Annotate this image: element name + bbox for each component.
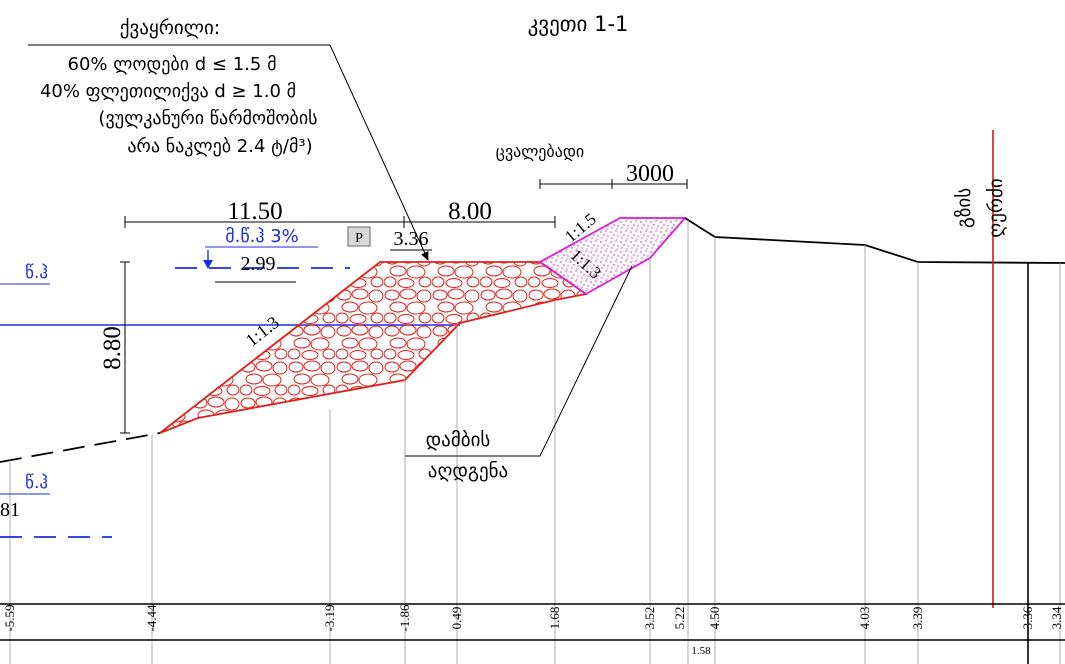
dim-height: 8.80 bbox=[99, 326, 126, 370]
fill-note-leader bbox=[329, 44, 429, 261]
dim-variable-width: 3000 bbox=[626, 161, 674, 187]
elevation-label: 1.68 bbox=[547, 607, 562, 630]
elevation-label: 0.49 bbox=[449, 607, 464, 630]
elevation-label: 3.36 bbox=[1020, 606, 1035, 629]
section-title: კვეთი 1-1 bbox=[528, 12, 629, 36]
elevation-label: 5.22 bbox=[672, 607, 687, 630]
dim-crest-left: 11.50 bbox=[227, 198, 282, 225]
restoration-label-2: აღდგენა bbox=[428, 460, 508, 482]
elevation-label: 3.52 bbox=[642, 607, 657, 630]
road-axis-label-2: ღერძი bbox=[985, 178, 1007, 237]
variable-dimension bbox=[539, 179, 688, 189]
elevation-label: 4.03 bbox=[857, 607, 872, 630]
fill-note-line3: (ვულკანური წარმოშობის bbox=[98, 108, 317, 129]
fill-note-line1: 60% ლოდები d ≤ 1.5 მ bbox=[68, 54, 277, 75]
crest-marker: P bbox=[355, 231, 363, 246]
crest-marker-box bbox=[347, 226, 371, 247]
fill-note-line4: არა ნაკლებ 2.4 ტ/მ³) bbox=[127, 136, 312, 157]
fill-note-line2: 40% ფლეთილიქვა d ≥ 1.0 მ bbox=[40, 81, 296, 102]
height-dimension bbox=[120, 261, 130, 434]
elevation-label: -1.86 bbox=[397, 604, 412, 632]
elevation-label: -3.19 bbox=[322, 604, 337, 631]
dim-crest-right: 8.00 bbox=[448, 198, 492, 225]
variable-label: ცვალებადი bbox=[496, 142, 584, 161]
left-lower-value: 81 bbox=[0, 499, 20, 521]
bottom-small-value: 1.58 bbox=[691, 645, 711, 657]
elevation-label: -4.44 bbox=[144, 604, 159, 632]
water-level-label: მ.წ.ჰ 3% bbox=[225, 226, 299, 247]
bottom-elevations: -5.59 -4.44 -3.19 -1.86 0.49 1.68 3.52 5… bbox=[2, 604, 1064, 632]
road-axis-label-1: გზის bbox=[953, 188, 975, 228]
left-upper-label: წ.ჰ bbox=[25, 263, 48, 283]
fill-note: ქვაყრილი: 60% ლოდები d ≤ 1.5 მ 40% ფლეთი… bbox=[28, 17, 429, 261]
elevation-label: 3.39 bbox=[910, 607, 925, 630]
ground-line-right bbox=[684, 217, 1065, 264]
elevation-label: -5.59 bbox=[2, 604, 17, 631]
restoration-label-1: დამბის bbox=[426, 429, 491, 451]
fill-note-title: ქვაყრილი: bbox=[120, 17, 220, 39]
dam-stone-fill bbox=[159, 261, 589, 434]
crest-dimension bbox=[124, 216, 556, 228]
water-level-arrow-icon bbox=[203, 260, 213, 269]
elevation-label: 3.34 bbox=[1049, 606, 1064, 629]
restoration-fill bbox=[538, 217, 687, 296]
ground-line-left-dashed bbox=[0, 432, 161, 463]
elevation-label: 4.50 bbox=[707, 607, 722, 630]
crest-elevation: 3.36 bbox=[394, 228, 429, 250]
left-lower-label: წ.ჰ bbox=[25, 473, 48, 493]
restoration-leader bbox=[405, 265, 633, 457]
water-level-value: 2.99 bbox=[241, 253, 276, 275]
